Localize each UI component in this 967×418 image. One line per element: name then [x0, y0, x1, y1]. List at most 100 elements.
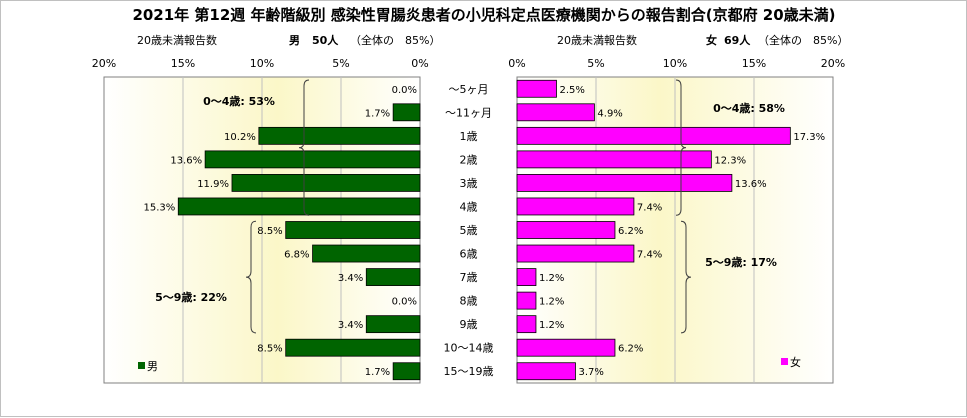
male-bar [312, 244, 421, 263]
male-bar [365, 315, 421, 334]
male-header-count: 50人 [312, 33, 339, 47]
male-value-label: 13.6% [170, 155, 202, 166]
female-brace-0-4 [675, 79, 687, 216]
female-value-label: 7.4% [637, 250, 662, 261]
female-x-tick: 10% [663, 57, 687, 70]
female-bar [516, 268, 537, 286]
male-value-label: 8.5% [257, 344, 282, 355]
male-bar [285, 338, 421, 357]
category-label: 9歳 [460, 318, 478, 331]
male-bar [258, 126, 421, 145]
category-label: 6歳 [460, 248, 478, 261]
female-value-label: 13.6% [735, 179, 767, 190]
male-value-label: 3.4% [338, 273, 363, 284]
male-group-0-4-label: 0～4歳: 53% [203, 94, 275, 108]
category-label: 10～14歳 [444, 342, 494, 355]
female-group-0-4-label: 0～4歳: 58% [713, 101, 785, 115]
male-x-tick: 15% [171, 57, 195, 70]
male-bar [392, 362, 421, 381]
male-brace-0-4 [298, 79, 310, 216]
female-x-tick: 15% [742, 57, 766, 70]
male-header-share: （全体の 85%） [350, 33, 440, 47]
male-header-sex: 男 [289, 34, 300, 47]
category-label: ～5ヶ月 [449, 83, 489, 96]
female-value-label: 7.4% [637, 202, 662, 213]
male-bar [231, 174, 421, 192]
male-group-5-9-label: 5～9歳: 22% [155, 290, 227, 304]
male-x-tick: 5% [332, 57, 349, 70]
female-bar [516, 126, 791, 145]
female-bar [516, 338, 616, 357]
male-x-tick: 10% [250, 57, 274, 70]
female-bar [516, 291, 537, 310]
category-label: 15～19歳 [444, 365, 494, 378]
male-x-tick: 0% [411, 57, 428, 70]
female-group-5-9-label: 5～9歳: 17% [705, 255, 777, 269]
female-x-tick: 0% [508, 57, 525, 70]
male-value-label: 0.0% [392, 297, 417, 308]
female-legend-label: 女 [790, 355, 801, 369]
female-bar [516, 79, 557, 98]
female-bar [516, 244, 635, 263]
male-legend-label: 男 [147, 360, 158, 373]
female-header-sex: 女 [706, 33, 717, 47]
female-x-tick: 5% [587, 57, 604, 70]
axis-ticks: 0% 0% 5% 5% 10% 10% 15% 15% 20% 20% [92, 57, 845, 70]
female-value-label: 6.2% [618, 226, 643, 237]
female-value-label: 2.5% [560, 85, 585, 96]
male-value-label: 1.7% [365, 367, 390, 378]
female-brace-5-9 [680, 220, 692, 334]
category-label: 8歳 [460, 295, 478, 308]
category-label: 7歳 [460, 271, 478, 284]
male-value-label: 11.9% [197, 179, 229, 190]
female-header-share: （全体の 85%） [758, 33, 848, 47]
male-bar [204, 150, 421, 169]
female-value-label: 17.3% [793, 132, 825, 143]
male-bar [285, 221, 421, 239]
male-x-tick: 20% [92, 57, 116, 70]
female-bar [516, 174, 733, 192]
female-value-label: 3.7% [578, 367, 603, 378]
category-label: 3歳 [460, 177, 478, 190]
female-bar [516, 197, 635, 216]
female-x-tick: 20% [821, 57, 845, 70]
male-value-label: 8.5% [257, 226, 282, 237]
bars: 0.0% 2.5% 1.7% 4.9% 10.2% 17.3% 13.6% 12.3% 11.9… [143, 79, 825, 381]
female-header-label: 20歳未満報告数 [557, 34, 637, 47]
male-value-label: 10.2% [224, 132, 256, 143]
male-value-label: 15.3% [143, 202, 175, 213]
female-legend-swatch [781, 358, 788, 365]
female-value-label: 1.2% [539, 297, 564, 308]
category-label: 2歳 [460, 153, 478, 166]
male-brace-5-9 [245, 220, 257, 334]
male-value-label: 3.4% [338, 320, 363, 331]
male-bar [392, 103, 421, 122]
category-label: 5歳 [460, 224, 478, 237]
female-bar [516, 221, 616, 239]
female-value-label: 1.2% [539, 273, 564, 284]
chart-title: 2021年 第12週 年齢階級別 感染性胃腸炎患者の小児科定点医療機関からの報告… [132, 6, 835, 24]
category-label: ～11ヶ月 [445, 106, 492, 119]
male-legend-swatch [138, 362, 145, 369]
group-annotations: 0～4歳: 53% 5～9歳: 22% 0～4歳: 58% 5～9歳: 17% [155, 79, 785, 334]
male-value-label: 1.7% [365, 108, 390, 119]
female-bar [516, 103, 595, 122]
female-bar [516, 150, 712, 169]
female-value-label: 4.9% [597, 108, 622, 119]
male-bar [365, 268, 421, 286]
female-bar [516, 362, 576, 381]
male-header-label: 20歳未満報告数 [137, 34, 217, 47]
female-header-count: 69人 [724, 33, 751, 47]
male-value-label: 6.8% [284, 250, 309, 261]
female-bar [516, 315, 537, 334]
category-label: 4歳 [460, 200, 478, 213]
category-labels: ～5ヶ月 ～11ヶ月 1歳 2歳 3歳 4歳 5歳 6歳 7歳 8歳 9歳 10～14歳 15～19歳 [444, 83, 494, 378]
female-value-label: 1.2% [539, 320, 564, 331]
female-value-label: 6.2% [618, 344, 643, 355]
category-label: 1歳 [460, 130, 478, 143]
male-value-label: 0.0% [392, 85, 417, 96]
male-bar [177, 197, 421, 216]
female-value-label: 12.3% [714, 155, 746, 166]
